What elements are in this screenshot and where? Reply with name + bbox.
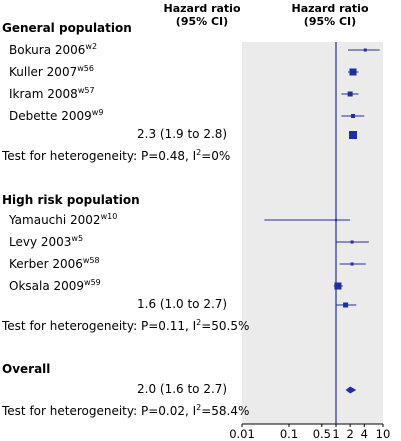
point-estimate xyxy=(350,262,354,266)
header-left-line1: Hazard ratio xyxy=(163,2,241,15)
study-label: Kuller 2007w56 xyxy=(9,64,94,79)
header-left-line2: (95% CI) xyxy=(175,15,229,28)
heterogeneity-general: Test for heterogeneity: P=0.48, I2=0% xyxy=(2,148,231,163)
summary-estimate-high-risk: 1.6 (1.0 to 2.7) xyxy=(137,297,228,311)
header-hazard-ratio-left: Hazard ratio (95% CI) xyxy=(152,2,252,28)
x-tick-label: 4 xyxy=(361,427,368,441)
group-title-general: General population xyxy=(2,21,132,35)
plot-marks xyxy=(264,48,380,394)
study-label: Ikram 2008w57 xyxy=(9,86,95,101)
heterogeneity-high-risk: Test for heterogeneity: P=0.11, I2=50.5% xyxy=(2,318,250,333)
heterogeneity-overall: Test for heterogeneity: P=0.02, I2=58.4% xyxy=(2,403,250,418)
study-label: Levy 2003w5 xyxy=(9,234,84,249)
summary-square-general xyxy=(349,131,358,139)
summary-estimate-overall: 2.0 (1.6 to 2.7) xyxy=(137,382,228,396)
point-estimate xyxy=(350,240,354,244)
point-estimate xyxy=(349,68,357,76)
header-right-line2: (95% CI) xyxy=(303,15,357,28)
header-right-line1: Hazard ratio xyxy=(291,2,369,15)
point-estimate xyxy=(335,219,337,221)
study-label: Debette 2009w9 xyxy=(9,108,104,123)
summary-point-high-risk xyxy=(343,302,349,308)
study-label: Oksala 2009w59 xyxy=(9,278,101,293)
x-tick-label: 0.1 xyxy=(280,427,298,441)
group-title-overall: Overall xyxy=(2,362,51,376)
x-tick-label: 0.5 xyxy=(313,427,331,441)
group-title-high-risk: High risk population xyxy=(2,193,140,207)
x-tick-label: 10 xyxy=(376,427,391,441)
x-tick-label: 0.01 xyxy=(229,427,255,441)
study-label: Yamauchi 2002w10 xyxy=(9,212,118,227)
x-tick-label: 1 xyxy=(332,427,339,441)
x-ticks: 0.01 0.1 0.5 1 2 4 10 xyxy=(229,424,390,441)
overall-diamond xyxy=(345,386,357,394)
x-tick-label: 2 xyxy=(346,427,353,441)
point-estimate xyxy=(334,282,342,290)
header-hazard-ratio-right: Hazard ratio (95% CI) xyxy=(280,2,380,28)
study-label: Bokura 2006w2 xyxy=(9,42,98,57)
plot-panel xyxy=(242,42,383,424)
point-estimate xyxy=(351,114,356,118)
point-estimate xyxy=(347,91,353,97)
study-label: Kerber 2006w58 xyxy=(9,256,100,271)
point-estimate xyxy=(363,48,367,52)
summary-estimate-general: 2.3 (1.9 to 2.8) xyxy=(137,127,228,141)
